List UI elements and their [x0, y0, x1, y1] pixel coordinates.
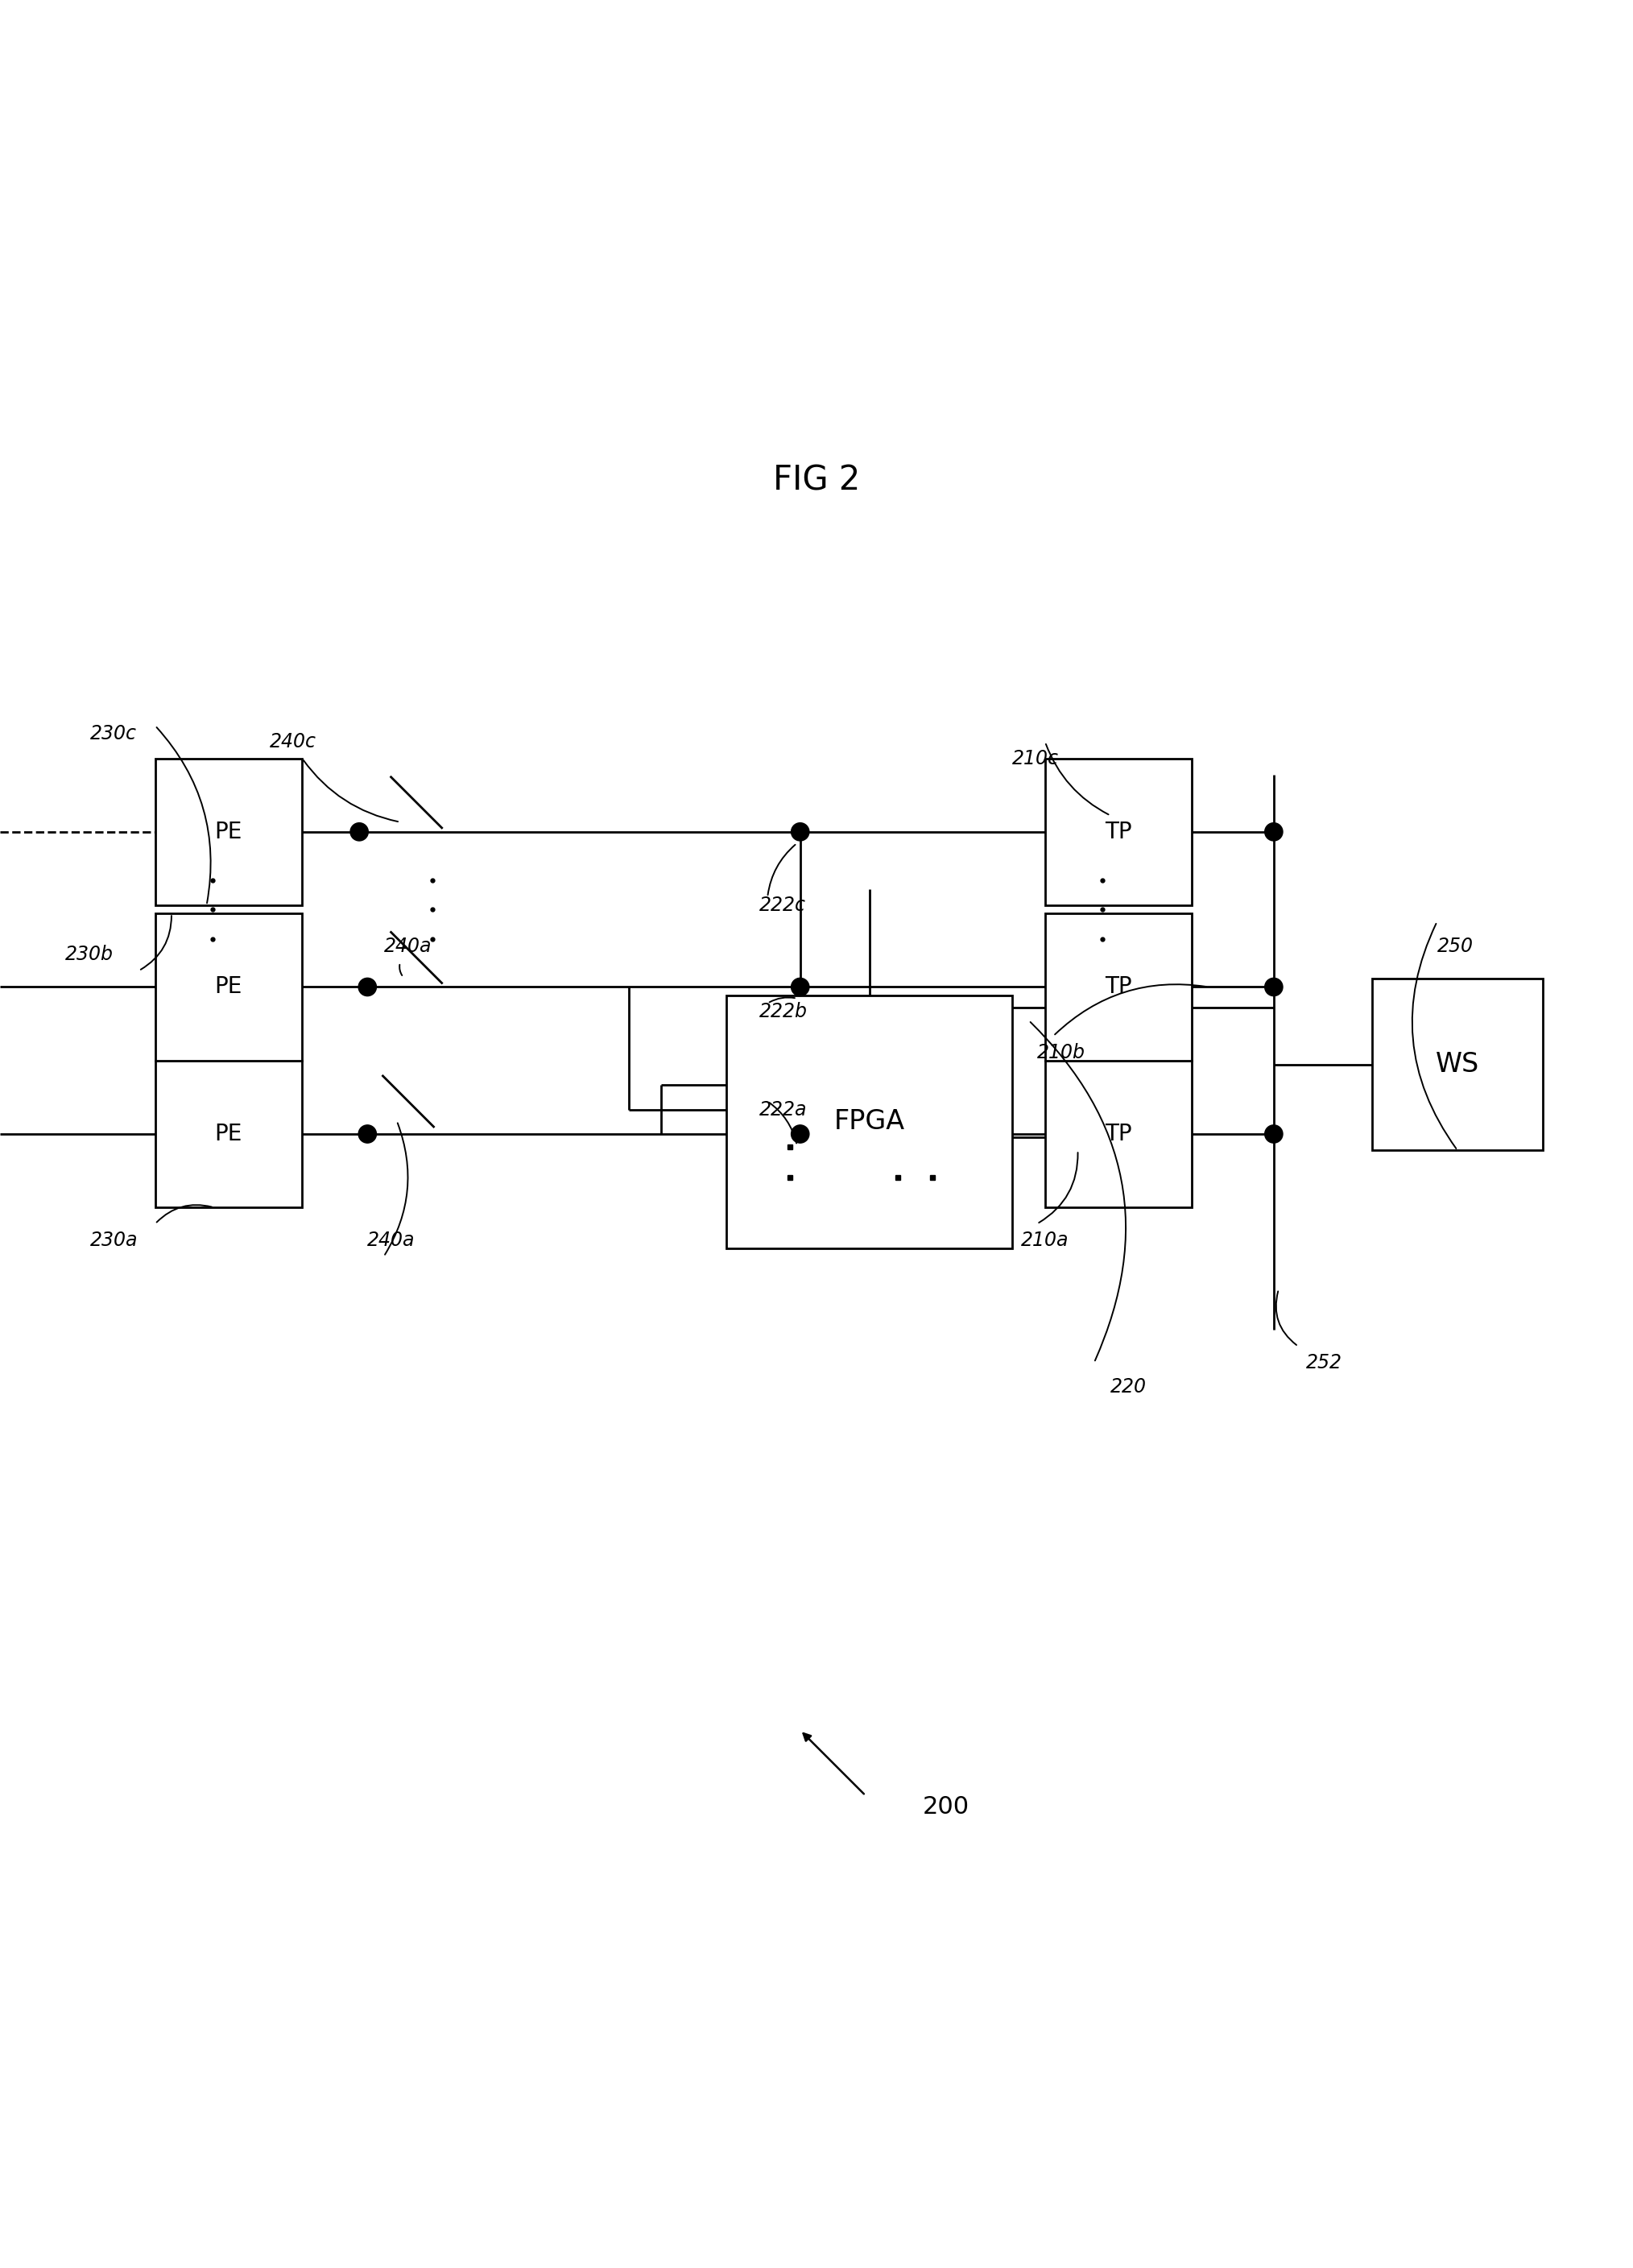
Bar: [1045, 758, 1192, 905]
Text: FPGA: FPGA: [834, 1109, 905, 1134]
Text: PE: PE: [216, 975, 242, 998]
Text: TP: TP: [1106, 975, 1132, 998]
Circle shape: [351, 823, 369, 841]
Bar: [1045, 914, 1192, 1061]
Text: PE: PE: [216, 821, 242, 844]
Text: 230b: 230b: [65, 946, 114, 964]
Circle shape: [1264, 1125, 1284, 1143]
Bar: [1372, 980, 1543, 1150]
Text: 250: 250: [1437, 937, 1473, 955]
Text: 240a: 240a: [384, 937, 431, 955]
Text: 230a: 230a: [90, 1232, 137, 1250]
Circle shape: [1264, 978, 1284, 996]
Text: 220: 220: [1110, 1377, 1146, 1397]
Text: 222c: 222c: [759, 896, 807, 914]
Text: 210a: 210a: [1021, 1232, 1068, 1250]
Text: 230c: 230c: [90, 723, 137, 744]
Text: 200: 200: [923, 1796, 970, 1819]
Circle shape: [1264, 823, 1284, 841]
Bar: [155, 758, 302, 905]
Circle shape: [792, 1125, 810, 1143]
Bar: [1045, 1061, 1192, 1207]
Text: FIG 2: FIG 2: [772, 463, 861, 497]
Circle shape: [792, 978, 810, 996]
Bar: [155, 1061, 302, 1207]
Text: PE: PE: [216, 1123, 242, 1145]
Text: 222a: 222a: [759, 1100, 807, 1118]
Bar: [155, 914, 302, 1061]
Text: 210c: 210c: [1012, 748, 1060, 769]
Bar: [727, 996, 1012, 1247]
Text: 240c: 240c: [269, 733, 317, 751]
Text: 252: 252: [1306, 1354, 1342, 1372]
Text: TP: TP: [1106, 1123, 1132, 1145]
Text: 222b: 222b: [759, 1002, 808, 1021]
Text: WS: WS: [1435, 1052, 1479, 1077]
Text: 210b: 210b: [1037, 1043, 1086, 1061]
Text: 240a: 240a: [367, 1232, 415, 1250]
Circle shape: [359, 978, 376, 996]
Text: TP: TP: [1106, 821, 1132, 844]
Circle shape: [359, 1125, 376, 1143]
Circle shape: [792, 823, 810, 841]
